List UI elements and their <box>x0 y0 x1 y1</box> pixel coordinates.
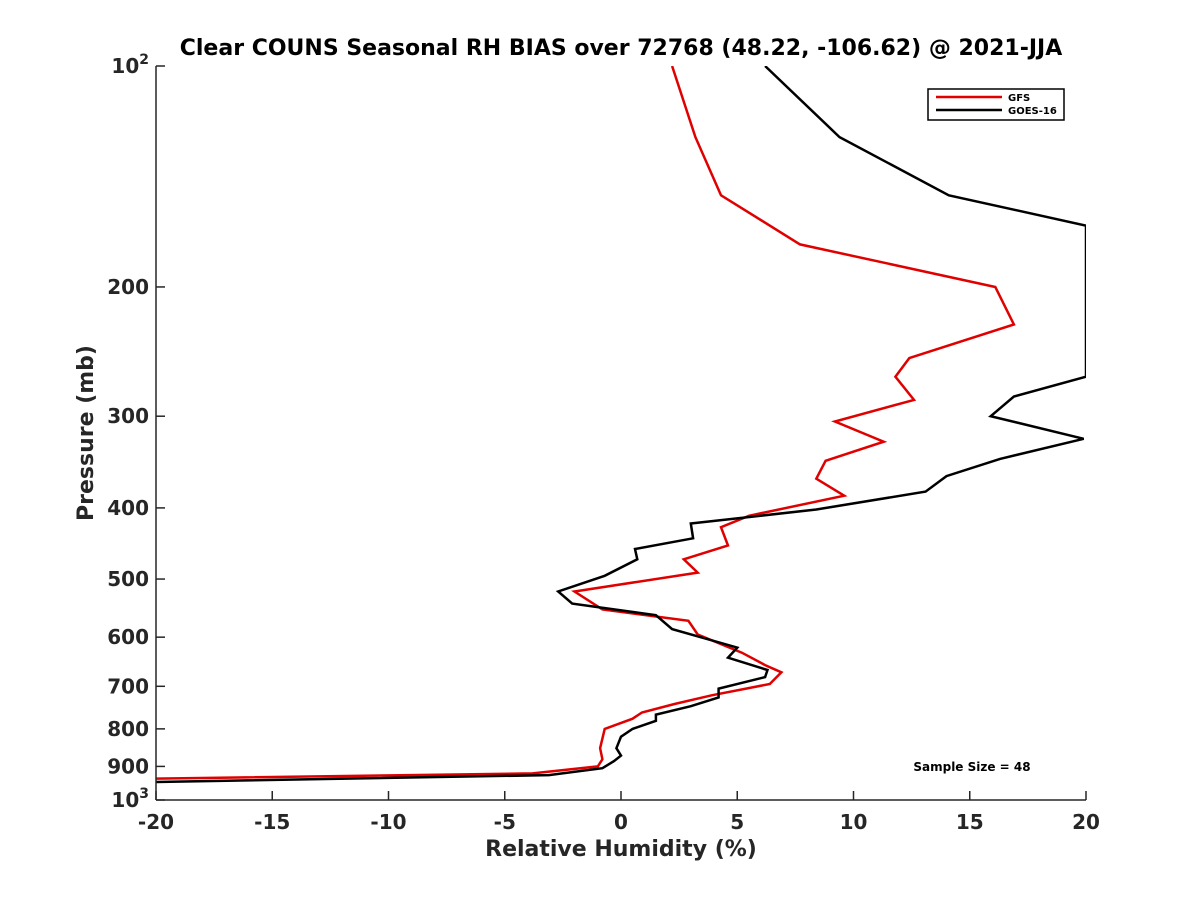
x-tick-label: -15 <box>254 810 290 834</box>
y-tick-label: 102 <box>111 52 149 78</box>
x-tick-label: -10 <box>370 810 406 834</box>
x-tick-label: 5 <box>730 810 744 834</box>
x-tick-label: -5 <box>494 810 516 834</box>
y-tick-label: 600 <box>107 625 149 649</box>
legend-label-goes16: GOES-16 <box>1008 106 1057 117</box>
series-line-gfs <box>156 66 1016 780</box>
y-tick-label: 800 <box>107 717 149 741</box>
y-axis-label: Pressure (mb) <box>74 345 99 521</box>
legend-box <box>927 88 1065 121</box>
legend-label-gfs: GFS <box>1008 93 1030 104</box>
y-tick-label: 300 <box>107 404 149 428</box>
series-line-goes-16 <box>156 66 1086 784</box>
y-tick-label: 200 <box>107 275 149 299</box>
x-tick-label: -20 <box>138 810 174 834</box>
plot-area <box>156 66 1086 800</box>
y-tick-label: 700 <box>107 674 149 698</box>
x-tick-label: 10 <box>840 810 868 834</box>
x-tick-label: 0 <box>614 810 628 834</box>
y-tick-label: 900 <box>107 754 149 778</box>
y-tick-label: 103 <box>111 786 149 812</box>
x-tick-label: 15 <box>956 810 984 834</box>
chart-title: Clear COUNS Seasonal RH BIAS over 72768 … <box>180 36 1063 61</box>
series-layer <box>156 66 1086 784</box>
y-tick-label: 400 <box>107 496 149 520</box>
x-axis-label: Relative Humidity (%) <box>485 837 757 862</box>
y-tick-label: 500 <box>107 567 149 591</box>
legend: GFS GOES-16 <box>927 88 1065 121</box>
axes-layer: -20 -15 -10 -5 0 5 10 15 20 102 200 300 400 500 600 700… <box>107 52 1100 834</box>
x-tick-label: 20 <box>1072 810 1100 834</box>
sample-size-annotation: Sample Size = 48 <box>913 760 1030 774</box>
